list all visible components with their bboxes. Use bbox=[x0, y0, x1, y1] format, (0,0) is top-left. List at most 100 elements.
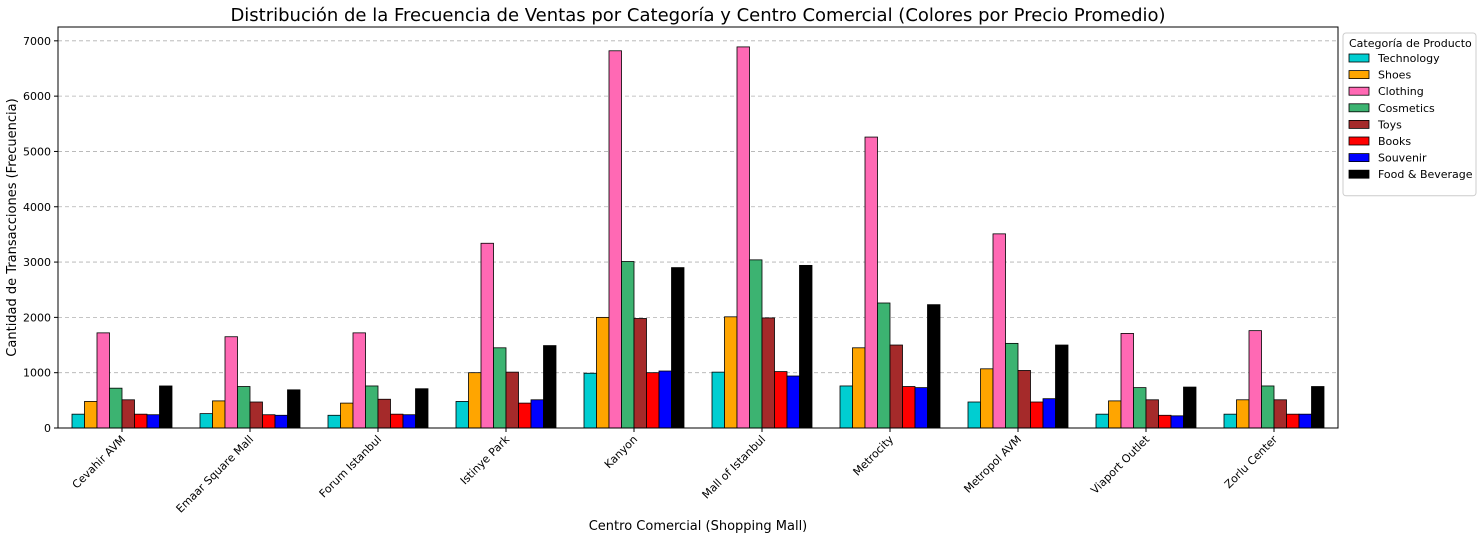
bar-shoes bbox=[340, 402, 354, 429]
bar-technology bbox=[839, 385, 853, 429]
bar-souvenir bbox=[146, 414, 160, 429]
legend-box bbox=[1342, 32, 1477, 197]
legend-label: Food & Beverage bbox=[1378, 168, 1473, 181]
bar-souvenir bbox=[914, 387, 928, 429]
bar-technology bbox=[711, 371, 725, 429]
bar-souvenir bbox=[1298, 413, 1312, 429]
bar-cosmetics bbox=[365, 385, 379, 429]
legend-label: Toys bbox=[1377, 118, 1402, 131]
bar-books bbox=[518, 402, 532, 429]
bar-books bbox=[902, 386, 916, 429]
bar-toys bbox=[761, 317, 775, 429]
bar-shoes bbox=[468, 372, 482, 429]
bar-clothing bbox=[864, 136, 878, 429]
legend-swatch bbox=[1348, 136, 1370, 146]
bar-toys bbox=[889, 344, 903, 429]
y-axis-label: Cantidad de Transacciones (Frecuencia) bbox=[5, 98, 20, 356]
bar-technology bbox=[455, 401, 469, 429]
bar-cosmetics bbox=[621, 261, 635, 429]
chart-title: Distribución de la Frecuencia de Ventas … bbox=[230, 5, 1165, 26]
bar-books bbox=[134, 413, 148, 429]
legend-title: Categoría de Producto bbox=[1349, 37, 1472, 50]
bar-food-beverage bbox=[1311, 386, 1325, 429]
bar-books bbox=[1286, 413, 1300, 429]
gridlines bbox=[58, 40, 1338, 429]
bar-cosmetics bbox=[109, 387, 123, 429]
bar-technology bbox=[199, 413, 213, 429]
legend-label: Technology bbox=[1377, 52, 1440, 65]
bar-toys bbox=[1273, 399, 1287, 429]
bar-clothing bbox=[608, 50, 622, 429]
bar-clothing bbox=[1248, 330, 1262, 429]
legend-swatch bbox=[1348, 169, 1370, 179]
x-tick-label: Zorlu Center bbox=[1222, 433, 1281, 492]
bar-shoes bbox=[596, 316, 610, 429]
y-tick-label: 2000 bbox=[23, 311, 51, 324]
bar-clothing bbox=[480, 242, 494, 429]
y-tick-label: 3000 bbox=[23, 256, 51, 269]
bar-toys bbox=[1017, 370, 1031, 429]
x-tick-label: Mall of Istanbul bbox=[700, 433, 769, 502]
bar-technology bbox=[1095, 413, 1109, 429]
bar-souvenir bbox=[402, 414, 416, 429]
bar-souvenir bbox=[530, 399, 544, 429]
x-tick-label: Cevahir AVM bbox=[70, 433, 128, 491]
bar-toys bbox=[249, 401, 263, 429]
bar-cosmetics bbox=[1133, 387, 1147, 429]
legend-label: Souvenir bbox=[1378, 152, 1427, 165]
bar-books bbox=[1030, 401, 1044, 429]
bar-shoes bbox=[980, 368, 994, 429]
y-tick-label: 6000 bbox=[23, 90, 51, 103]
bar-toys bbox=[505, 371, 519, 429]
x-tick-label: Metrocity bbox=[851, 433, 897, 479]
bar-technology bbox=[967, 401, 981, 429]
bar-shoes bbox=[212, 400, 226, 429]
bar-cosmetics bbox=[1005, 342, 1019, 429]
bar-shoes bbox=[84, 401, 98, 429]
bar-cosmetics bbox=[493, 347, 507, 429]
bar-cosmetics bbox=[1261, 385, 1275, 429]
bar-cosmetics bbox=[877, 302, 891, 429]
legend-swatch bbox=[1348, 153, 1370, 163]
bar-toys bbox=[633, 318, 647, 429]
x-tick-label: Metropol AVM bbox=[961, 433, 1024, 496]
bar-clothing bbox=[96, 332, 110, 429]
bar-shoes bbox=[1108, 400, 1122, 429]
x-tick-label: Kanyon bbox=[602, 433, 640, 471]
bar-souvenir bbox=[274, 414, 288, 429]
legend-swatch bbox=[1348, 53, 1370, 63]
legend: Categoría de Producto Technology Shoes Clo… bbox=[1342, 32, 1477, 197]
bar-food-beverage bbox=[159, 385, 173, 429]
y-tick-label: 1000 bbox=[23, 367, 51, 380]
bar-clothing bbox=[992, 233, 1006, 429]
bars bbox=[71, 46, 1325, 429]
x-tick-label: Viaport Outlet bbox=[1088, 432, 1152, 496]
bar-souvenir bbox=[658, 370, 672, 429]
bar-shoes bbox=[1236, 399, 1250, 429]
legend-swatch bbox=[1348, 86, 1370, 96]
legend-swatch bbox=[1348, 103, 1370, 113]
plot-frame bbox=[57, 26, 1339, 429]
x-tick-label: Forum Istanbul bbox=[317, 433, 384, 500]
bar-books bbox=[1158, 414, 1172, 429]
bar-food-beverage bbox=[1055, 344, 1069, 429]
bar-technology bbox=[583, 372, 597, 429]
bar-clothing bbox=[352, 332, 366, 429]
x-axis: Cevahir AVM Emaar Square Mall Forum Istanb… bbox=[70, 428, 1281, 515]
bar-technology bbox=[1223, 413, 1237, 429]
legend-swatch bbox=[1348, 70, 1370, 79]
bar-cosmetics bbox=[749, 259, 763, 429]
y-tick-label: 5000 bbox=[23, 145, 51, 158]
bar-toys bbox=[1145, 399, 1159, 429]
bar-food-beverage bbox=[1183, 386, 1197, 429]
legend-label: Clothing bbox=[1378, 85, 1424, 98]
bar-food-beverage bbox=[927, 304, 941, 429]
bar-books bbox=[390, 413, 404, 429]
bar-shoes bbox=[724, 316, 738, 429]
y-axis: 0 1000 2000 3000 4000 5000 6000 7000 bbox=[23, 35, 58, 435]
bar-food-beverage bbox=[543, 345, 557, 429]
bar-books bbox=[262, 414, 276, 429]
legend-label: Shoes bbox=[1378, 69, 1411, 82]
bar-souvenir bbox=[1042, 398, 1056, 429]
